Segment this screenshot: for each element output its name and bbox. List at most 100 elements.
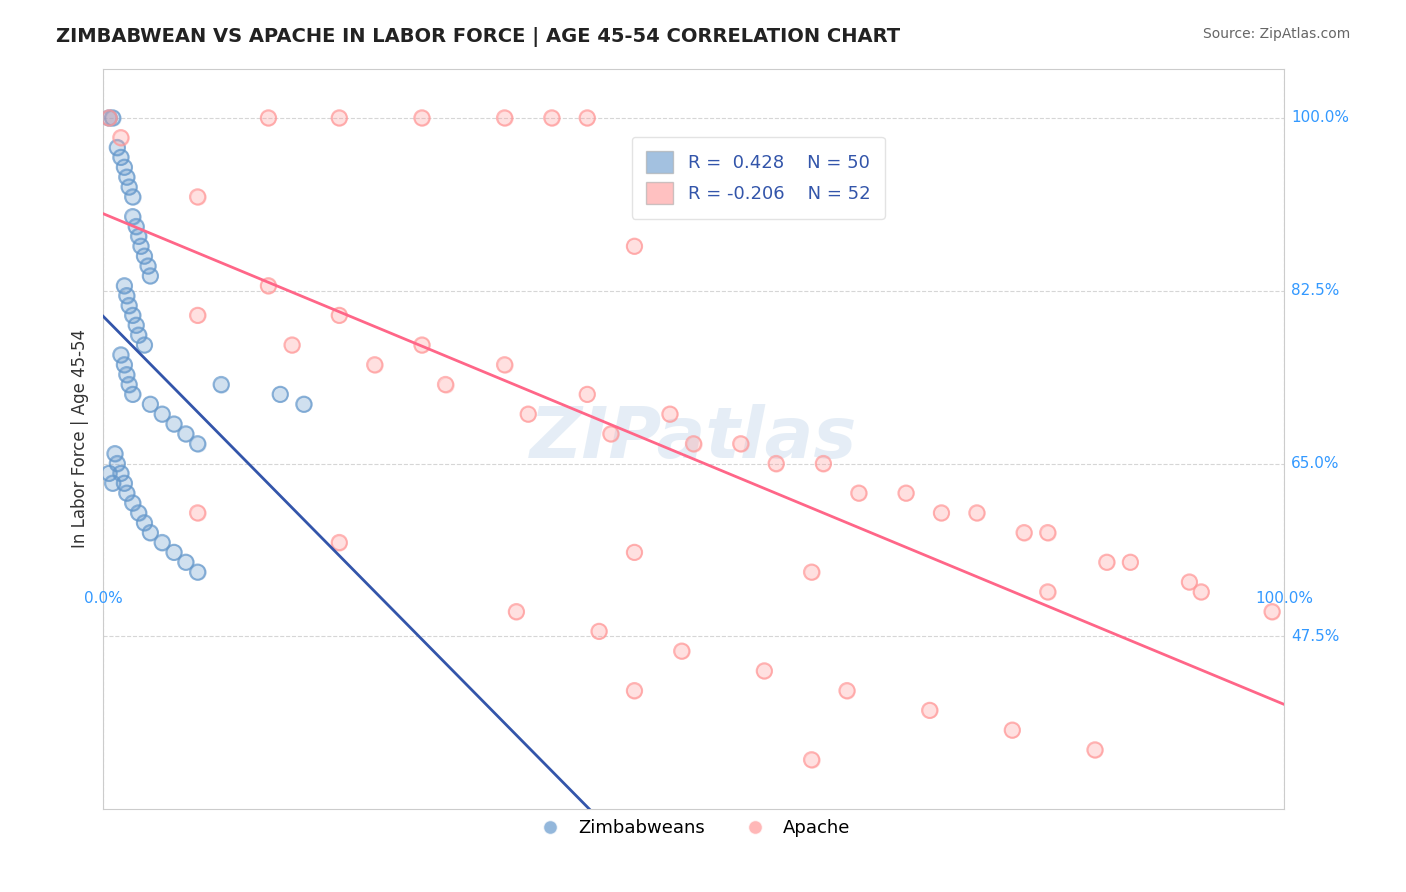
Point <box>115 368 138 382</box>
Point <box>101 476 124 491</box>
Point <box>411 338 433 352</box>
Point <box>658 407 681 421</box>
Text: ZIPatlas: ZIPatlas <box>530 404 858 474</box>
Point <box>139 397 162 411</box>
Point <box>848 486 870 500</box>
Point <box>187 190 209 204</box>
Point <box>588 624 610 639</box>
Point <box>966 506 988 520</box>
Point <box>187 309 209 323</box>
Text: 100.0%: 100.0% <box>1291 111 1348 126</box>
Point <box>98 111 121 125</box>
Point <box>101 111 124 125</box>
Point <box>112 278 135 293</box>
Point <box>800 753 823 767</box>
Point <box>187 309 209 323</box>
Point <box>328 309 350 323</box>
Point <box>658 407 681 421</box>
Point <box>1001 723 1024 738</box>
Point <box>599 426 621 441</box>
Point <box>292 397 315 411</box>
Point <box>110 130 132 145</box>
Point <box>125 219 148 234</box>
Point <box>125 318 148 333</box>
Point <box>800 565 823 579</box>
Point <box>1036 585 1059 599</box>
Point <box>118 180 141 194</box>
Point <box>257 111 280 125</box>
Point <box>257 111 280 125</box>
Point <box>139 525 162 540</box>
Point <box>121 210 143 224</box>
Point <box>434 377 457 392</box>
Point <box>115 486 138 500</box>
Point <box>848 486 870 500</box>
Point <box>1012 525 1035 540</box>
Point <box>894 486 917 500</box>
Point <box>150 407 173 421</box>
Point <box>931 506 953 520</box>
Point <box>115 486 138 500</box>
Point <box>105 140 128 154</box>
Point <box>112 358 135 372</box>
Point <box>134 516 156 530</box>
Point <box>1084 743 1107 757</box>
Point <box>1036 525 1059 540</box>
Point <box>623 683 645 698</box>
Point <box>139 268 162 283</box>
Point <box>98 111 121 125</box>
Point <box>1095 555 1118 569</box>
Point <box>121 496 143 510</box>
Point <box>494 358 516 372</box>
Point <box>110 348 132 362</box>
Point <box>576 387 599 401</box>
Point <box>835 683 858 698</box>
Point <box>187 506 209 520</box>
Point <box>494 111 516 125</box>
Point <box>1119 555 1142 569</box>
Point <box>1189 585 1212 599</box>
Point <box>110 467 132 481</box>
Point <box>150 535 173 549</box>
Point <box>281 338 304 352</box>
Point <box>682 436 704 450</box>
Point <box>671 644 693 658</box>
Point <box>1095 555 1118 569</box>
Text: 82.5%: 82.5% <box>1291 283 1339 298</box>
Point <box>835 683 858 698</box>
Point <box>134 516 156 530</box>
Point <box>1012 525 1035 540</box>
Point <box>599 426 621 441</box>
Point <box>576 387 599 401</box>
Point <box>187 436 209 450</box>
Point <box>134 249 156 263</box>
Point <box>209 377 232 392</box>
Point <box>139 268 162 283</box>
Point <box>128 328 150 343</box>
Point <box>209 377 232 392</box>
Point <box>1036 525 1059 540</box>
Point <box>328 535 350 549</box>
Point <box>623 545 645 559</box>
Point <box>918 703 941 717</box>
Point <box>966 506 988 520</box>
Point <box>800 565 823 579</box>
Point <box>576 111 599 125</box>
Point <box>128 328 150 343</box>
Point <box>754 664 776 678</box>
Text: 0.0%: 0.0% <box>84 591 122 606</box>
Point <box>121 309 143 323</box>
Point <box>115 170 138 185</box>
Point <box>187 565 209 579</box>
Point <box>98 111 121 125</box>
Text: 65.0%: 65.0% <box>1291 456 1340 471</box>
Point <box>121 387 143 401</box>
Point <box>813 457 835 471</box>
Point <box>163 545 186 559</box>
Point <box>517 407 540 421</box>
Point <box>364 358 387 372</box>
Point <box>623 683 645 698</box>
Point <box>434 377 457 392</box>
Point <box>1261 605 1284 619</box>
Point <box>269 387 291 401</box>
